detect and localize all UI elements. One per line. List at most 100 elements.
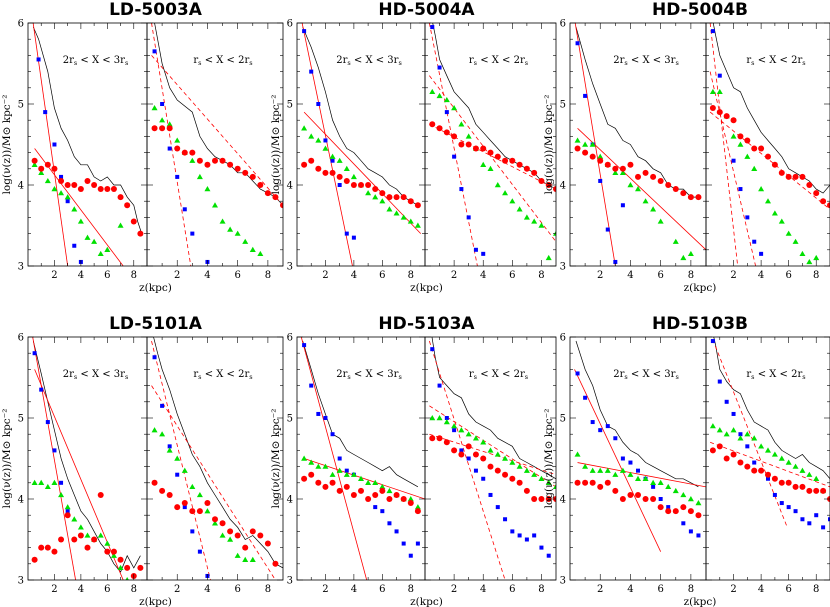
green-triangle-point <box>38 169 45 176</box>
y-tick-label: 6 <box>560 333 566 344</box>
y-tick-label: 5 <box>560 414 566 425</box>
blue-square-point <box>598 178 603 183</box>
green-triangle-point <box>806 258 813 265</box>
blue-square-point <box>546 553 551 558</box>
panel-frame <box>424 336 557 581</box>
green-triangle-point <box>494 182 501 188</box>
chart-hd-5103a: HD-5103A log(ν(z))/M⊙ kpc⁻² 3 4 5 6 z(kpc) 2 4 6 8… <box>270 314 557 607</box>
red-circle-point <box>531 496 538 502</box>
green-triangle-point <box>806 471 813 477</box>
red-circle-point <box>212 157 218 164</box>
red-circle-point <box>553 186 556 193</box>
red-circle-point <box>785 173 792 180</box>
blue-square-point <box>752 460 757 465</box>
red-circle-point <box>635 491 641 498</box>
green-triangle-point <box>429 415 436 421</box>
panel-outer: 2 4 6 8 2rs < X < 3rs <box>27 22 148 281</box>
green-triangle-point <box>181 467 188 473</box>
x-tick-label: 6 <box>657 270 663 281</box>
green-triangle-point <box>665 483 672 490</box>
profile-line <box>432 23 556 190</box>
blue-square-point <box>800 517 805 522</box>
blue-square-point <box>401 541 406 546</box>
x-tick-label: 4 <box>78 270 84 281</box>
red-circle-point <box>51 165 58 172</box>
blue-square-point <box>717 379 722 384</box>
red-circle-point <box>672 186 679 193</box>
fit-line <box>577 462 706 488</box>
green-triangle-point <box>619 169 626 176</box>
red-circle-point <box>730 117 737 124</box>
green-triangle-point <box>531 218 538 224</box>
blue-square-point <box>330 432 335 437</box>
green-triangle-point <box>414 222 421 228</box>
red-circle-point <box>451 447 458 454</box>
green-triangle-point <box>219 218 226 224</box>
blue-square-point <box>731 158 736 163</box>
red-circle-point <box>574 145 581 152</box>
y-tick-label: 3 <box>287 576 293 587</box>
blue-square-point <box>772 492 777 497</box>
x-axis-label: z(kpc) <box>410 596 443 607</box>
x-tick-label: 2 <box>322 584 328 595</box>
green-triangle-point <box>315 463 322 469</box>
green-triangle-point <box>301 455 308 461</box>
red-circle-point <box>723 455 730 462</box>
green-triangle-point <box>51 186 58 192</box>
green-triangle-point <box>174 455 181 461</box>
red-circle-point <box>545 496 552 502</box>
green-triangle-point <box>650 479 657 485</box>
green-triangle-point <box>196 491 203 498</box>
fit-line-dashed <box>709 23 739 266</box>
panel-inner: 2 4 6 8 rs < X < 2rs <box>705 22 830 281</box>
green-triangle-point <box>642 475 649 481</box>
fit-line-dashed <box>709 71 756 266</box>
red-circle-point <box>97 186 104 193</box>
green-triangle-point <box>315 137 322 143</box>
green-triangle-point <box>657 218 664 224</box>
y-axis-label: log(ν(z))/M⊙ kpc⁻² <box>1 95 13 195</box>
y-tick-label: 4 <box>287 495 293 506</box>
red-circle-point <box>574 479 581 486</box>
red-circle-point <box>272 194 279 201</box>
x-tick-label: 2 <box>451 270 457 281</box>
green-triangle-point <box>799 250 806 257</box>
blue-square-point <box>373 505 378 510</box>
green-triangle-point <box>465 133 472 139</box>
profile-line <box>431 337 556 480</box>
panel-inner: 2 4 6 8 rs < X < 2rs <box>424 22 557 281</box>
blue-square-point <box>807 521 812 526</box>
x-tick-label: 8 <box>688 584 694 595</box>
red-circle-point <box>84 544 91 551</box>
red-circle-point <box>627 161 634 168</box>
blue-square-point <box>488 492 493 497</box>
blue-square-point <box>613 436 618 441</box>
chart-hd-5004a: HD-5004A log(ν(z))/M⊙ kpc⁻² 3 4 5 6 z(kpc) 2 4 6 8… <box>270 0 557 294</box>
red-circle-point <box>680 504 687 511</box>
blue-square-point <box>52 448 57 453</box>
y-tick-label: 4 <box>18 495 24 506</box>
red-circle-point <box>358 487 364 494</box>
y-tick-label: 4 <box>560 495 566 506</box>
red-circle-point <box>785 479 792 486</box>
red-circle-point <box>104 548 111 555</box>
blue-square-point <box>160 102 165 106</box>
range-label: rs < X < 2rs <box>469 55 528 67</box>
green-triangle-point <box>322 145 329 151</box>
plot-area <box>151 23 283 266</box>
green-triangle-point <box>465 431 472 437</box>
red-circle-point <box>365 182 372 188</box>
red-circle-point <box>257 532 264 539</box>
green-triangle-point <box>336 157 343 163</box>
chart-hd-5103b: HD-5103B log(ν(z))/M⊙ kpc⁻² 3 4 5 6 z(kpc) 2 4 6 8… <box>543 314 830 607</box>
red-circle-point <box>64 512 71 519</box>
green-triangle-point <box>597 467 604 473</box>
red-circle-point <box>414 508 421 515</box>
range-label: rs < X < 2rs <box>193 369 252 381</box>
green-triangle-point <box>480 439 487 445</box>
red-circle-point <box>174 145 181 152</box>
x-tick-label: 6 <box>379 584 385 595</box>
y-tick-label: 6 <box>287 19 293 30</box>
red-circle-point <box>538 177 545 184</box>
blue-square-point <box>380 509 385 514</box>
